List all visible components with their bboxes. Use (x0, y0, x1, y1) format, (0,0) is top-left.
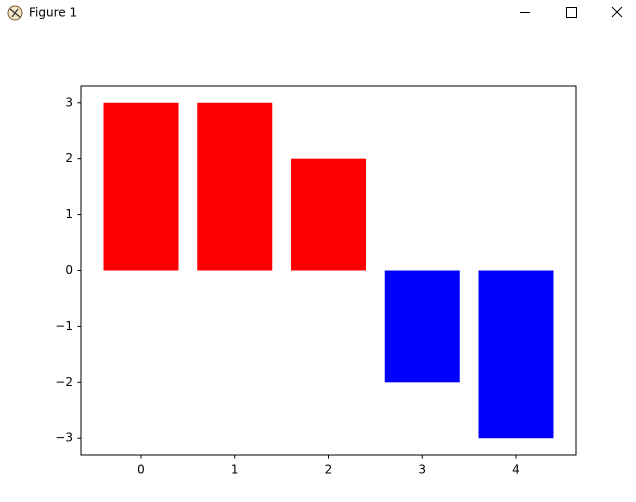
app-icon-glyph (9, 8, 21, 18)
y-tick-label: −1 (55, 319, 73, 333)
bar (197, 102, 273, 271)
bar (478, 270, 554, 439)
x-tick-label: 2 (325, 463, 333, 477)
y-tick-label: −2 (55, 375, 73, 389)
y-tick-label: 3 (65, 95, 73, 109)
window-title: Figure 1 (29, 6, 77, 20)
close-button[interactable] (611, 6, 623, 18)
plot: −3 −2 −1 0 1 2 3 0 1 2 3 4 (55, 95, 554, 477)
y-tick-label: −3 (55, 431, 73, 445)
y-tick-label: 0 (65, 263, 73, 277)
bar (291, 158, 366, 271)
bar (103, 102, 179, 271)
x-tick-label: 1 (231, 463, 239, 477)
title-bar: Figure 1 (7, 5, 623, 21)
y-tick-label: 2 (65, 151, 73, 165)
axes-frame (80, 85, 577, 456)
x-tick-label: 3 (418, 463, 426, 477)
y-tick-label: 1 (65, 207, 73, 221)
bar (384, 270, 460, 383)
x-tick-label: 0 (137, 463, 145, 477)
maximize-button[interactable] (566, 7, 577, 18)
x-tick-label: 4 (512, 463, 520, 477)
